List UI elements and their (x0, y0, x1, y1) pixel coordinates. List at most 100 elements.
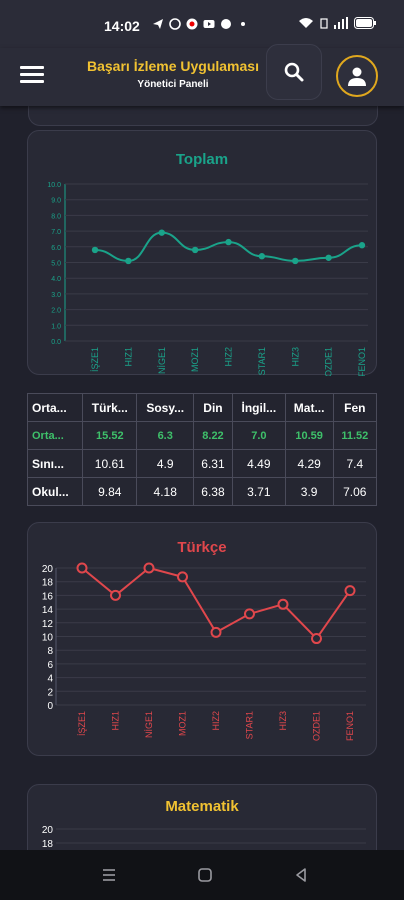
table-header-row: Orta... Türk... Sosy... Din İngil... Mat... Fe… (26, 393, 378, 422)
toplam-x-tick-label: FENO1 (357, 347, 367, 376)
turkce-data-point (210, 626, 222, 638)
menu-button[interactable] (20, 66, 44, 86)
toplam-data-point (91, 246, 99, 254)
toplam-chart-title: Toplam (175, 151, 229, 168)
app-subtitle: Yönetici Paneli (137, 79, 209, 90)
person-icon (348, 67, 366, 86)
home-icon[interactable] (197, 867, 213, 883)
menu-icon-bar (20, 73, 44, 76)
toplam-data-point (225, 238, 232, 246)
app-icon (221, 19, 231, 29)
toplam-data-point (325, 254, 332, 261)
toplam-x-tick-label: HIZ3 (290, 347, 300, 367)
toplam-y-tick-label: 4.0 (51, 276, 61, 283)
battery-icon (354, 17, 376, 29)
table-row-label: Sını... (26, 449, 84, 478)
signal-icon (334, 17, 348, 29)
toplam-data-point (158, 229, 165, 236)
table-header-cell[interactable]: Orta... (26, 393, 84, 422)
turkce-chart-card: Türkçe 0 2 4 6 8 10 12 14 16 18 20 İŞZE1 HIZ1 NİGE1 MO… (27, 522, 377, 756)
toplam-y-tick-label: 10.0 (47, 182, 61, 189)
turkce-x-tick-label: MOZ1 (178, 711, 188, 736)
turkce-x-tick-label: NİGE1 (144, 711, 154, 738)
toplam-y-tick-label: 7.0 (51, 229, 61, 236)
table-cell: 15.52 (82, 421, 138, 450)
turkce-chart-title: Türkçe (177, 539, 227, 556)
turkce-x-tick-label: HIZ3 (278, 711, 288, 731)
table-header-cell[interactable]: Fen (332, 393, 378, 422)
table-header-cell[interactable]: Mat... (284, 393, 334, 422)
table-cell: 10.61 (82, 449, 138, 478)
table-row-label: Okul... (26, 477, 84, 506)
matematik-y-tick-label: 18 (42, 839, 54, 850)
table-cell: 9.84 (82, 477, 138, 506)
turkce-y-tick-label: 0 (47, 701, 53, 712)
status-bar: 14:02 (0, 0, 404, 48)
toplam-chart-card: Toplam 0.0 1.0 2.0 3.0 4.0 5.0 6.0 7.0 8.0 9.0 10.… (27, 130, 377, 376)
turkce-x-tick-label: FENO1 (345, 711, 355, 741)
table-cell: 8.22 (192, 421, 234, 450)
toplam-y-tick-label: 2.0 (51, 308, 61, 315)
toplam-chart: 0.0 1.0 2.0 3.0 4.0 5.0 6.0 7.0 8.0 9.0 10.0 İŞZE1 H… (47, 182, 368, 376)
table-cell: 3.71 (232, 477, 286, 506)
table-cell: 6.31 (192, 449, 234, 478)
turkce-data-point (76, 562, 88, 574)
turkce-y-tick-label: 18 (42, 578, 54, 589)
toplam-y-tick-label: 0.0 (51, 339, 61, 346)
search-icon (284, 62, 304, 82)
table-row-label: Orta... (26, 421, 84, 450)
table-header-cell[interactable]: Din (192, 393, 234, 422)
table-row: Okul... 9.84 4.18 6.38 3.71 3.9 7.06 (26, 477, 378, 506)
table-cell: 4.18 (136, 477, 194, 506)
toplam-data-point (125, 257, 132, 265)
turkce-data-point (177, 571, 188, 583)
whatsapp-icon (169, 18, 181, 30)
turkce-data-point (244, 608, 255, 620)
table-header-cell[interactable]: Sosy... (136, 393, 194, 422)
turkce-x-tick-label: HIZ1 (111, 711, 121, 731)
turkce-data-point (110, 589, 121, 601)
toplam-y-tick-label: 5.0 (51, 261, 61, 268)
telegram-icon (153, 19, 163, 29)
profile-button[interactable] (336, 55, 378, 97)
navigation-bar (0, 850, 404, 900)
table-header-cell[interactable]: Türk... (82, 393, 138, 422)
dot-icon (241, 22, 245, 26)
menu-icon-bar (20, 66, 44, 69)
recent-apps-icon[interactable] (101, 867, 117, 883)
turkce-data-point (344, 585, 356, 597)
youtube-icon (203, 20, 215, 28)
turkce-y-tick-label: 6 (47, 660, 53, 671)
table-row: Sını... 10.61 4.9 6.31 4.49 4.29 7.4 (26, 449, 378, 478)
back-icon[interactable] (293, 867, 309, 883)
table-cell: 6.3 (136, 421, 194, 450)
system-icons (298, 17, 376, 29)
turkce-data-point (277, 598, 289, 610)
turkce-y-tick-label: 4 (47, 674, 53, 685)
table-cell: 4.9 (136, 449, 194, 478)
menu-icon-bar (20, 80, 44, 83)
matematik-chart-title: Matematik (165, 798, 239, 815)
toplam-x-tick-label: HIZ1 (123, 347, 133, 367)
turkce-y-tick-label: 12 (42, 619, 54, 630)
turkce-x-tick-label: İŞZE1 (77, 711, 87, 736)
turkce-y-tick-label: 8 (47, 646, 53, 657)
toplam-y-tick-label: 8.0 (51, 213, 61, 220)
turkce-y-tick-label: 2 (47, 687, 53, 698)
table-header-cell[interactable]: İngil... (232, 393, 286, 422)
vodafone-icon (186, 18, 198, 30)
matematik-y-tick-label: 20 (42, 825, 54, 836)
toplam-x-tick-label: İŞZE1 (90, 347, 100, 372)
turkce-x-tick-label: OZDE1 (312, 711, 322, 741)
toplam-y-tick-label: 6.0 (51, 245, 61, 252)
table-cell: 10.59 (284, 421, 334, 450)
toplam-data-point (191, 246, 199, 254)
turkce-x-tick-label: STAR1 (245, 711, 255, 739)
toplam-y-tick-label: 3.0 (51, 292, 61, 299)
search-button[interactable] (266, 44, 322, 100)
alarm-icon (320, 18, 328, 29)
app-bar: Başarı İzleme Uygulaması Yönetici Paneli (0, 44, 404, 106)
toplam-x-tick-label: MOZ1 (190, 347, 200, 372)
